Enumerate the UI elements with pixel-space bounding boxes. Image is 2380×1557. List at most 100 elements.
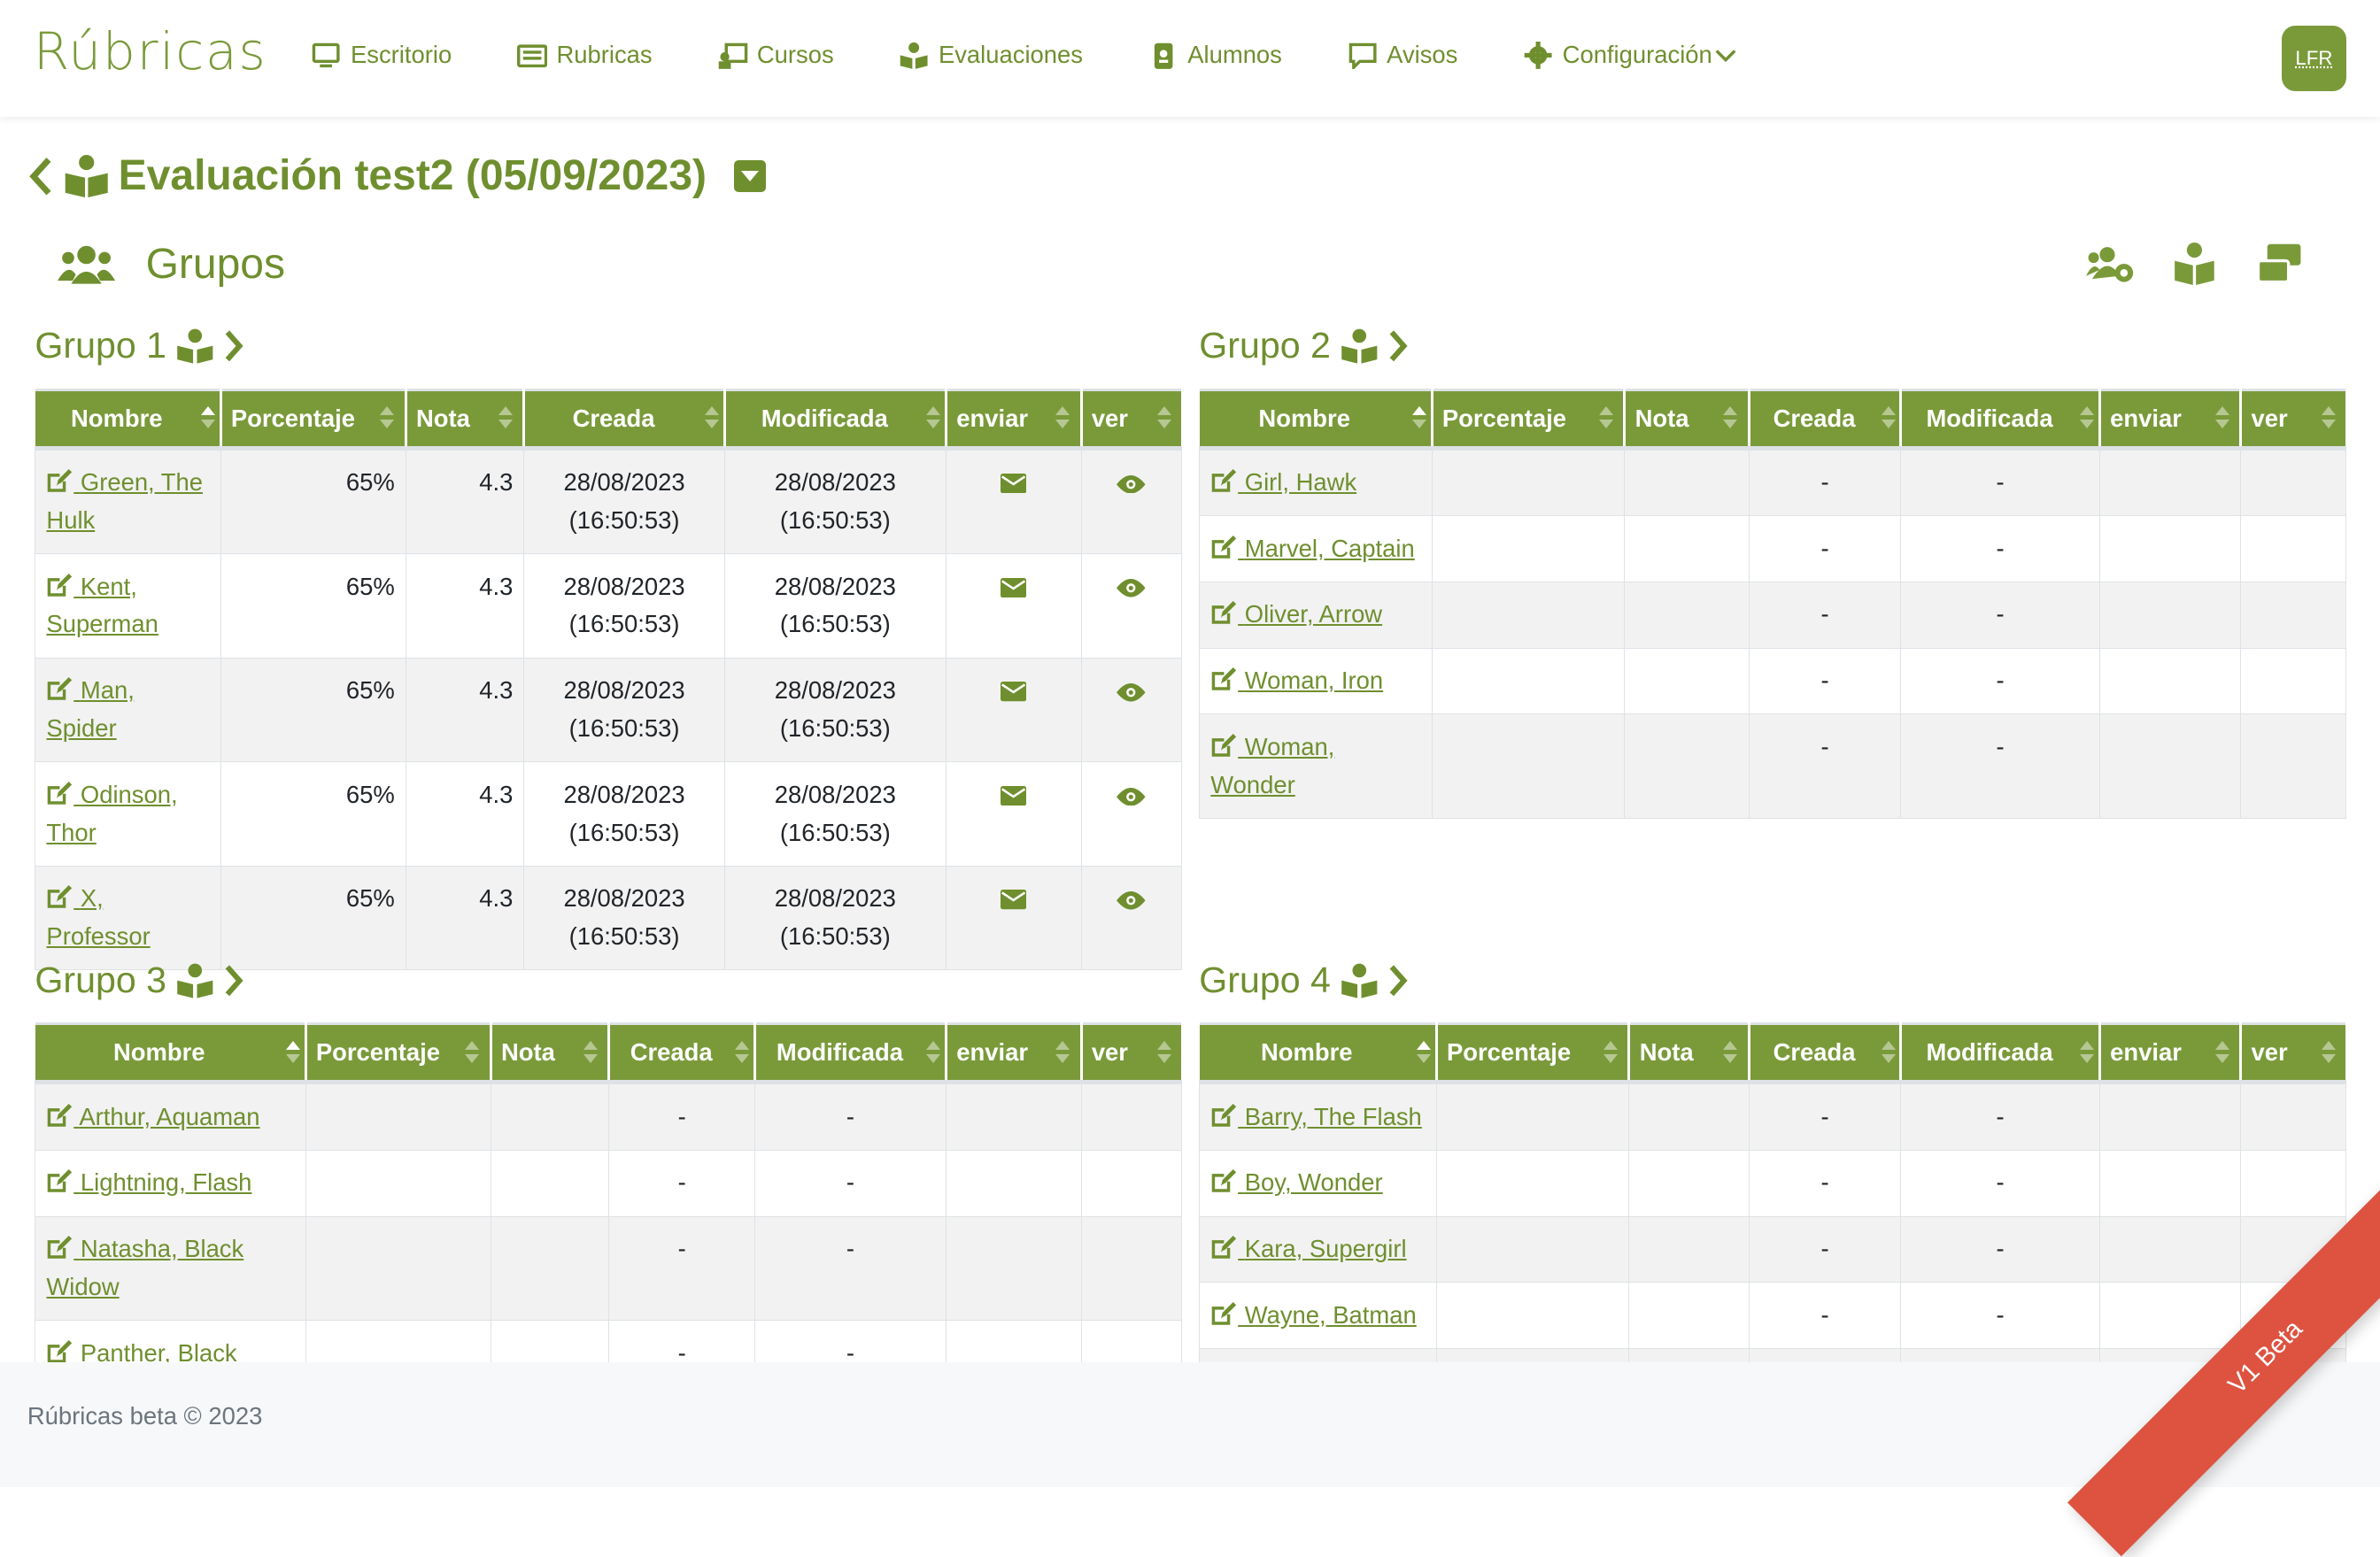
- column-header-modificada[interactable]: Modificada: [754, 1023, 947, 1085]
- book-reader-icon[interactable]: [1340, 328, 1379, 364]
- book-reader-icon[interactable]: [175, 328, 215, 364]
- column-header-nota[interactable]: Nota: [1624, 389, 1750, 451]
- view-cell: [1080, 1215, 1182, 1322]
- envelope-icon[interactable]: [1001, 682, 1027, 702]
- column-header-ver[interactable]: ver: [1081, 1023, 1182, 1085]
- modified-cell: -: [753, 1320, 947, 1363]
- view-cell: [2240, 447, 2346, 517]
- student-link[interactable]: Man, Spider: [46, 676, 134, 742]
- column-header-ver[interactable]: ver: [1081, 389, 1182, 451]
- student-link[interactable]: Girl, Hawk: [1210, 468, 1356, 496]
- student-link[interactable]: Oliver, Arrow: [1210, 600, 1382, 628]
- eye-icon[interactable]: [1117, 579, 1146, 597]
- grade-cell: [1624, 515, 1750, 582]
- chevron-right-icon[interactable]: [1386, 329, 1410, 363]
- envelope-icon[interactable]: [1001, 785, 1027, 806]
- column-header-nombre[interactable]: Nombre: [1199, 389, 1433, 451]
- toolbar: [2085, 243, 2305, 286]
- student-link[interactable]: Arthur, Aquaman: [46, 1102, 260, 1130]
- desktop-icon: [313, 42, 340, 67]
- dropdown-toggle-button[interactable]: [733, 159, 766, 192]
- column-header-enviar[interactable]: enviar: [2099, 389, 2243, 451]
- column-header-nombre[interactable]: Nombre: [1199, 1023, 1438, 1085]
- book-reader-icon[interactable]: [2170, 243, 2219, 286]
- column-header-nota[interactable]: Nota: [1628, 1023, 1750, 1085]
- column-header-creada[interactable]: Creada: [1749, 1023, 1903, 1085]
- logo[interactable]: Rúbricas: [33, 21, 267, 81]
- chevron-right-icon[interactable]: [221, 329, 245, 363]
- envelope-icon[interactable]: [1001, 474, 1027, 494]
- nav-item-cursos[interactable]: Cursos: [717, 41, 834, 69]
- column-label: Creada: [1773, 404, 1856, 432]
- column-header-porcentaje[interactable]: Porcentaje: [1432, 389, 1627, 451]
- book-reader-icon[interactable]: [1340, 962, 1379, 998]
- column-header-modificada[interactable]: Modificada: [724, 389, 947, 451]
- nav-item-rubricas[interactable]: Rubricas: [516, 41, 653, 69]
- column-header-enviar[interactable]: enviar: [946, 389, 1083, 451]
- group-header: Grupo 4: [1199, 937, 2345, 1022]
- eye-icon[interactable]: [1117, 474, 1146, 494]
- column-header-ver[interactable]: ver: [2240, 1023, 2346, 1085]
- column-header-nota[interactable]: Nota: [406, 389, 526, 451]
- section-header: Grupos: [58, 240, 285, 289]
- student-name: Kent, Superman: [46, 572, 158, 638]
- student-link[interactable]: Woman, Iron: [1210, 667, 1383, 694]
- envelope-icon[interactable]: [1001, 577, 1027, 597]
- column-header-creada[interactable]: Creada: [1749, 389, 1903, 451]
- student-link[interactable]: Kent, Superman: [46, 573, 158, 638]
- nav-item-escritorio[interactable]: Escritorio: [311, 41, 452, 69]
- column-header-porcentaje[interactable]: Porcentaje: [305, 1023, 492, 1085]
- mail-bulk-icon[interactable]: [2255, 243, 2304, 285]
- column-label: Nombre: [112, 1038, 205, 1067]
- column-header-ver[interactable]: ver: [2240, 389, 2346, 451]
- student-link[interactable]: Boy, Wonder: [1210, 1168, 1383, 1196]
- table-row: Kara, Supergirl - -: [1199, 1215, 2346, 1283]
- created-cell: -: [1748, 1215, 1902, 1283]
- student-link[interactable]: Green, The Hulk: [46, 468, 203, 534]
- column-label: Nombre: [70, 404, 163, 432]
- sort-icon: [465, 1040, 480, 1065]
- column-header-modificada[interactable]: Modificada: [1900, 389, 2101, 451]
- student-link[interactable]: Lightning, Flash: [46, 1168, 251, 1196]
- student-link[interactable]: Odinson, Thor: [46, 781, 177, 846]
- users-gear-icon[interactable]: [2085, 243, 2135, 285]
- student-link[interactable]: Marvel, Captain: [1210, 535, 1415, 562]
- grade-cell: 4.3: [405, 553, 525, 659]
- student-link[interactable]: Natasha, Black Widow: [46, 1235, 243, 1300]
- user-avatar[interactable]: LFR: [2281, 26, 2347, 91]
- chevron-right-icon[interactable]: [1386, 964, 1410, 998]
- envelope-icon[interactable]: [1001, 890, 1027, 910]
- column-header-enviar[interactable]: enviar: [946, 1023, 1083, 1085]
- student-link[interactable]: Wayne, Batman: [1210, 1301, 1417, 1329]
- student-name-cell: Kent, Superman: [35, 553, 221, 659]
- column-header-modificada[interactable]: Modificada: [1900, 1023, 2101, 1085]
- student-link[interactable]: Barry, The Flash: [1210, 1103, 1422, 1130]
- student-link[interactable]: Panther, Black: [46, 1339, 237, 1362]
- nav-item-alumnos[interactable]: Alumnos: [1148, 41, 1282, 69]
- back-chevron-icon[interactable]: [27, 157, 55, 197]
- column-header-creada[interactable]: Creada: [523, 389, 726, 451]
- nav-item-evaluaciones[interactable]: Evaluaciones: [899, 41, 1083, 69]
- nav-item-avisos[interactable]: Avisos: [1348, 41, 1457, 69]
- nav-item-configuración[interactable]: Configuración: [1523, 41, 1745, 69]
- eye-icon[interactable]: [1117, 682, 1146, 702]
- column-header-porcentaje[interactable]: Porcentaje: [220, 389, 407, 451]
- eye-icon[interactable]: [1117, 787, 1146, 806]
- student-link[interactable]: Woman, Wonder: [1210, 733, 1334, 798]
- book-reader-icon[interactable]: [175, 962, 215, 998]
- column-header-porcentaje[interactable]: Porcentaje: [1436, 1023, 1631, 1085]
- student-name: Man, Spider: [46, 676, 135, 742]
- sort-icon: [2321, 1040, 2336, 1065]
- chevron-right-icon[interactable]: [221, 964, 245, 998]
- eye-icon[interactable]: [1117, 891, 1146, 910]
- column-header-enviar[interactable]: enviar: [2099, 1023, 2243, 1085]
- column-header-nombre[interactable]: Nombre: [35, 1023, 307, 1085]
- column-header-creada[interactable]: Creada: [608, 1023, 756, 1085]
- student-link[interactable]: Kara, Supergirl: [1210, 1235, 1407, 1262]
- column-header-nombre[interactable]: Nombre: [35, 389, 222, 451]
- student-link[interactable]: X, Professor: [46, 884, 150, 950]
- gear-icon: [1524, 41, 1552, 69]
- modified-cell: -: [753, 1082, 947, 1151]
- column-header-nota[interactable]: Nota: [491, 1023, 611, 1085]
- student-name: Arthur, Aquaman: [79, 1102, 260, 1130]
